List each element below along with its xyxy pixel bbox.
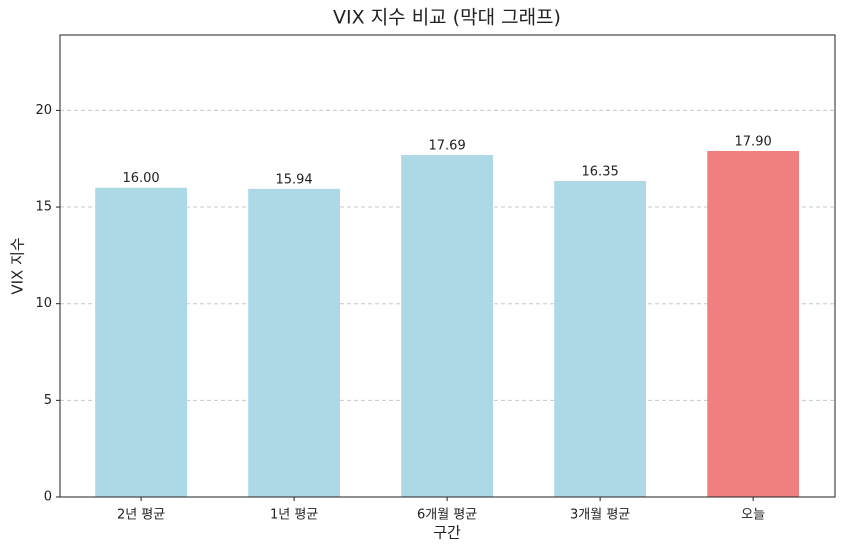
bar — [707, 150, 800, 497]
bar — [248, 188, 341, 497]
x-axis-label: 구간 — [433, 524, 461, 542]
y-tick-label: 15 — [35, 200, 52, 215]
x-tick-label: 3개월 평균 — [570, 508, 630, 523]
value-label: 16.00 — [122, 171, 159, 186]
plot-frame — [59, 34, 836, 498]
bar — [95, 187, 187, 497]
value-label: 17.90 — [735, 134, 772, 149]
y-tick-label: 20 — [35, 103, 52, 118]
x-tick-label: 6개월 평균 — [417, 508, 477, 523]
value-label: 17.69 — [429, 139, 466, 154]
value-label: 16.35 — [582, 164, 619, 179]
x-tick-label: 2년 평균 — [117, 508, 165, 523]
x-tick-label: 오늘 — [741, 508, 765, 523]
x-tick-label: 1년 평균 — [270, 508, 318, 523]
value-label: 15.94 — [275, 172, 312, 187]
y-tick-label: 0 — [44, 490, 52, 505]
y-tick-label: 10 — [35, 296, 52, 311]
y-axis-label: VIX 지수 — [9, 237, 27, 294]
y-tick-label: 5 — [44, 393, 52, 408]
bar — [401, 155, 494, 498]
bar — [554, 180, 647, 497]
chart-title: VIX 지수 비교 (막대 그래프) — [333, 7, 561, 29]
